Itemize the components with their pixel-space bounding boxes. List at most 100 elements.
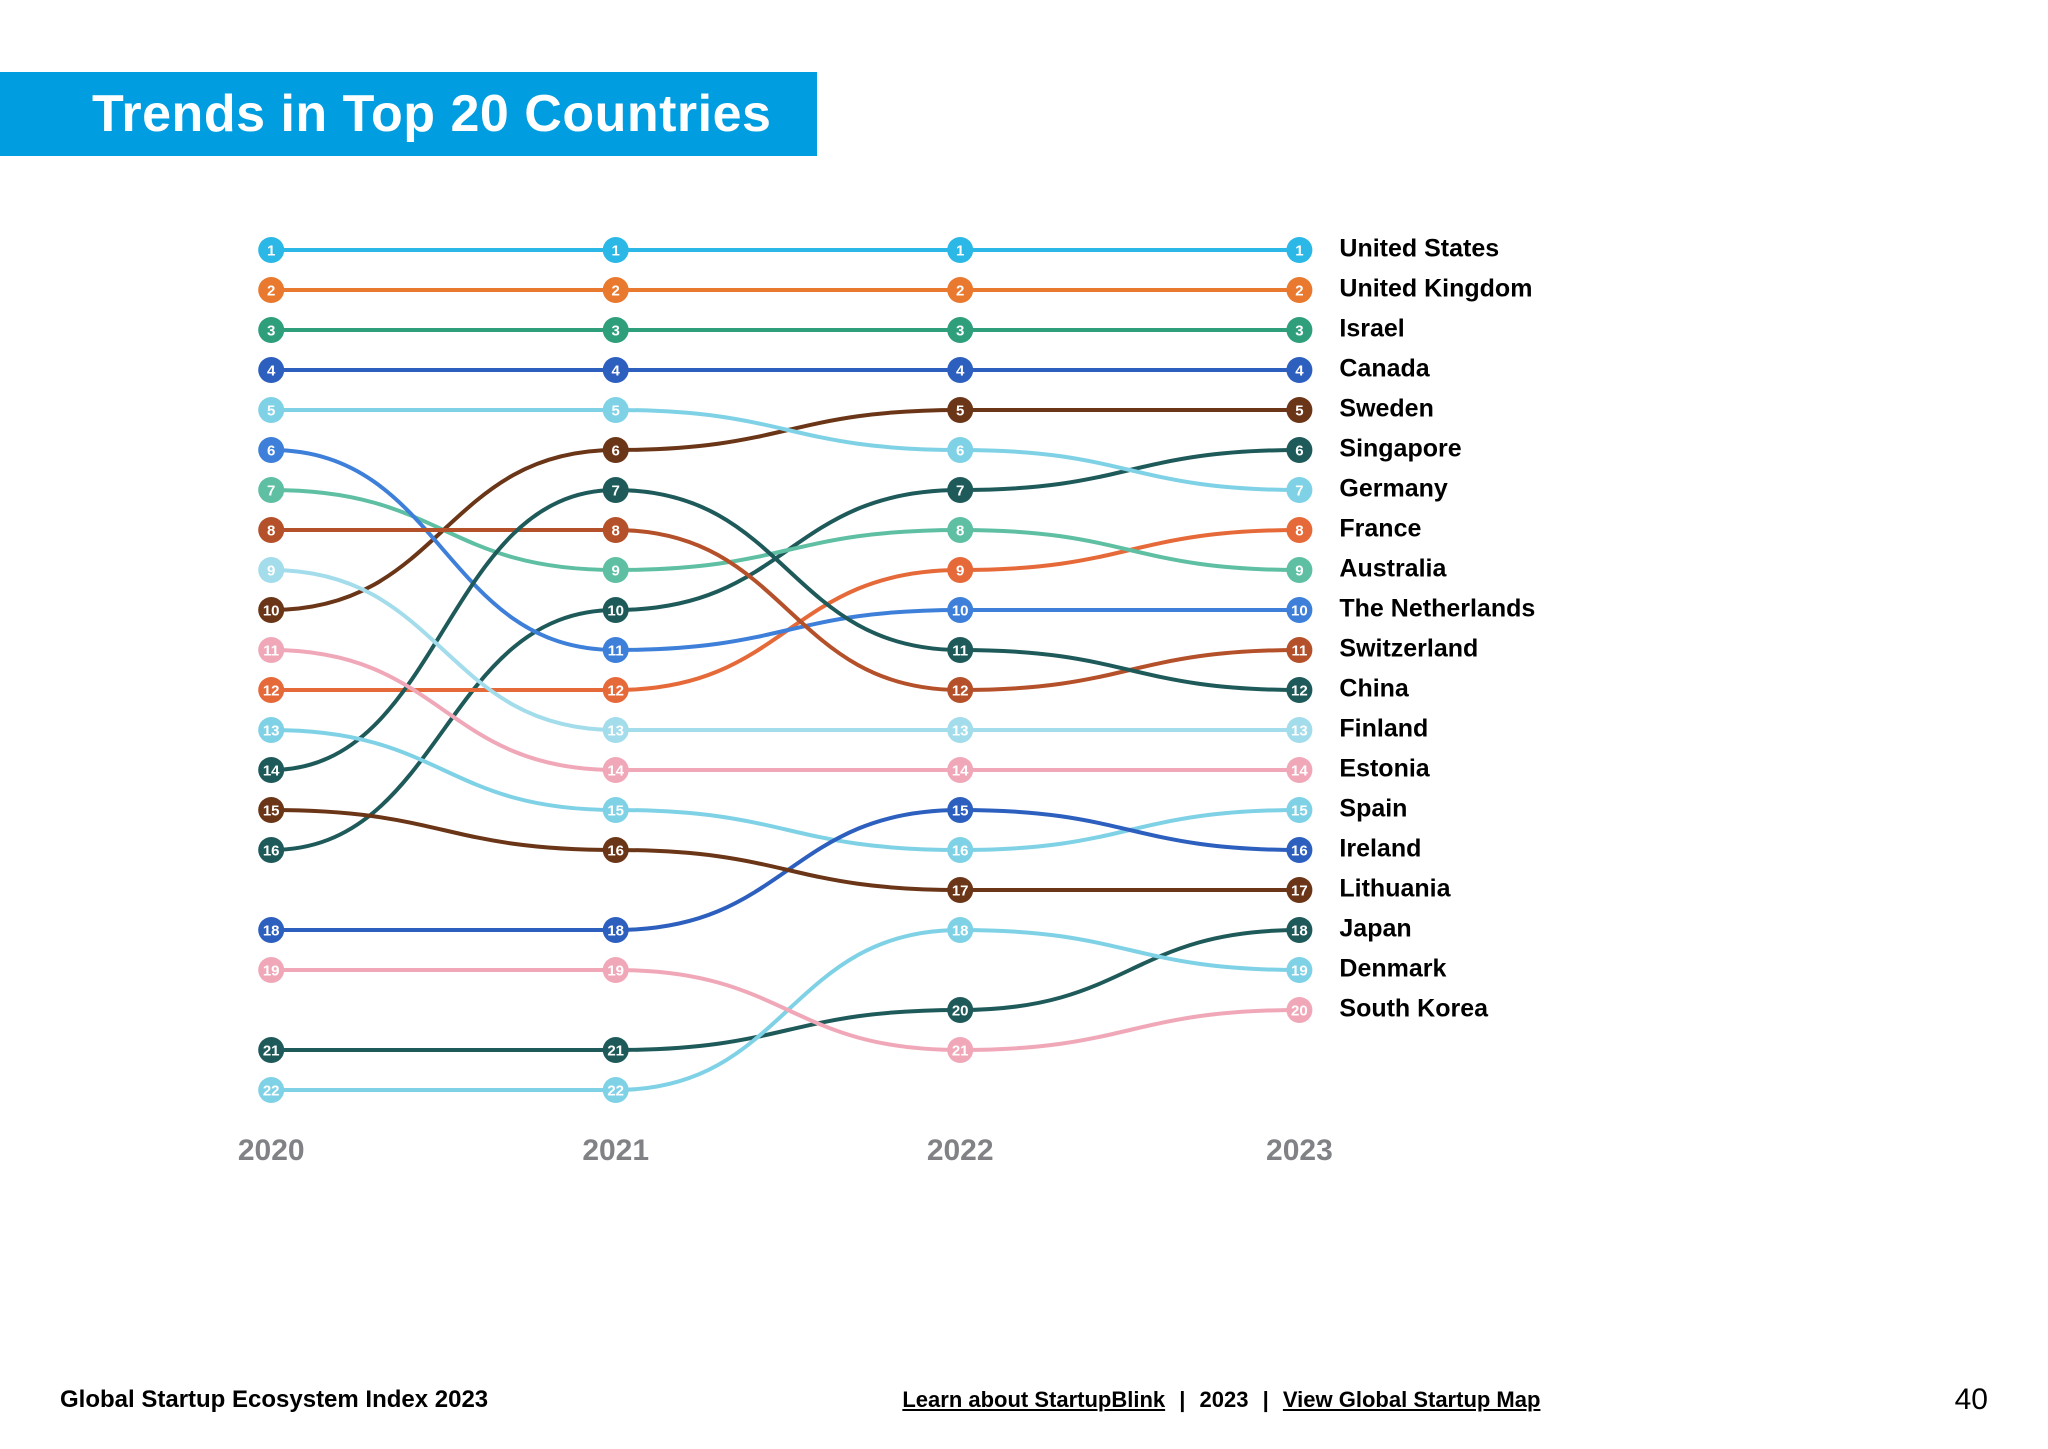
- rank-pill: 3: [947, 317, 973, 343]
- rank-pill: 3: [603, 317, 629, 343]
- svg-text:13: 13: [952, 723, 969, 740]
- svg-text:18: 18: [607, 923, 624, 940]
- rank-pill: 11: [1286, 637, 1312, 663]
- svg-text:6: 6: [612, 443, 620, 460]
- svg-text:14: 14: [263, 763, 280, 780]
- country-label: Sweden: [1339, 395, 1433, 423]
- rank-pill: 18: [1286, 917, 1312, 943]
- rank-pill: 18: [603, 917, 629, 943]
- page-title: Trends in Top 20 Countries: [92, 84, 771, 144]
- svg-text:11: 11: [952, 643, 968, 660]
- svg-text:3: 3: [267, 323, 275, 340]
- footer-link-map[interactable]: View Global Startup Map: [1283, 1387, 1541, 1412]
- country-label: Australia: [1339, 555, 1447, 583]
- svg-text:12: 12: [607, 683, 624, 700]
- rank-pill: 3: [1286, 317, 1312, 343]
- rank-pill: 16: [603, 837, 629, 863]
- rank-pill: 2: [603, 277, 629, 303]
- rank-pill: 1: [603, 237, 629, 263]
- rank-pill: 13: [947, 717, 973, 743]
- rank-pill: 6: [258, 437, 284, 463]
- svg-text:2: 2: [267, 283, 275, 300]
- rank-pill: 12: [603, 677, 629, 703]
- rank-pill: 5: [603, 397, 629, 423]
- rank-pill: 13: [258, 717, 284, 743]
- rank-pill: 12: [947, 677, 973, 703]
- country-label: Germany: [1339, 475, 1447, 503]
- svg-text:18: 18: [263, 923, 280, 940]
- rank-pill: 14: [603, 757, 629, 783]
- rank-pill: 13: [1286, 717, 1312, 743]
- svg-text:4: 4: [267, 363, 276, 380]
- country-label: Israel: [1339, 315, 1404, 343]
- svg-text:14: 14: [1291, 763, 1308, 780]
- rank-pill: 1: [1286, 237, 1312, 263]
- footer-link-learn[interactable]: Learn about StartupBlink: [902, 1387, 1165, 1412]
- svg-text:19: 19: [1291, 963, 1308, 980]
- rank-pill: 10: [603, 597, 629, 623]
- svg-text:1: 1: [956, 243, 964, 260]
- rank-pill: 22: [603, 1077, 629, 1103]
- svg-text:8: 8: [1295, 523, 1303, 540]
- svg-text:22: 22: [263, 1083, 280, 1100]
- svg-text:3: 3: [956, 323, 964, 340]
- rank-pill: 10: [258, 597, 284, 623]
- country-label: Ireland: [1339, 835, 1421, 863]
- rank-pill: 14: [947, 757, 973, 783]
- svg-text:2: 2: [1295, 283, 1303, 300]
- rank-pill: 19: [603, 957, 629, 983]
- rank-pill: 7: [603, 477, 629, 503]
- rank-pill: 5: [258, 397, 284, 423]
- svg-text:13: 13: [1291, 723, 1308, 740]
- svg-text:5: 5: [612, 403, 620, 420]
- series-line: [271, 930, 1299, 1050]
- rank-pill: 15: [603, 797, 629, 823]
- svg-text:15: 15: [263, 803, 280, 820]
- country-label: Switzerland: [1339, 635, 1478, 663]
- svg-text:9: 9: [612, 563, 620, 580]
- svg-text:7: 7: [612, 483, 620, 500]
- rank-pill: 5: [1286, 397, 1312, 423]
- series-line: [271, 450, 1299, 850]
- rank-pill: 22: [258, 1077, 284, 1103]
- series-line: [271, 810, 1299, 890]
- country-label: Spain: [1339, 795, 1407, 823]
- svg-text:15: 15: [607, 803, 624, 820]
- svg-text:21: 21: [952, 1043, 969, 1060]
- rank-pill: 12: [258, 677, 284, 703]
- svg-text:12: 12: [1291, 683, 1308, 700]
- svg-text:16: 16: [952, 843, 969, 860]
- svg-text:16: 16: [607, 843, 624, 860]
- svg-text:9: 9: [1295, 563, 1303, 580]
- svg-text:7: 7: [267, 483, 275, 500]
- rank-pill: 6: [947, 437, 973, 463]
- rank-pill: 17: [947, 877, 973, 903]
- rank-pill: 19: [1286, 957, 1312, 983]
- svg-text:11: 11: [263, 643, 279, 660]
- svg-text:11: 11: [1291, 643, 1307, 660]
- country-label: Japan: [1339, 915, 1411, 943]
- rank-pill: 18: [258, 917, 284, 943]
- rank-pill: 14: [258, 757, 284, 783]
- rank-pill: 16: [258, 837, 284, 863]
- svg-text:16: 16: [263, 843, 280, 860]
- rank-pill: 9: [947, 557, 973, 583]
- year-axis-label: 2021: [582, 1134, 649, 1167]
- rank-pill: 20: [1286, 997, 1312, 1023]
- rank-pill: 14: [1286, 757, 1312, 783]
- country-label: South Korea: [1339, 995, 1489, 1023]
- svg-text:12: 12: [952, 683, 969, 700]
- svg-text:20: 20: [1291, 1003, 1308, 1020]
- svg-text:2: 2: [956, 283, 964, 300]
- series-line: [271, 410, 1299, 610]
- svg-text:15: 15: [952, 803, 969, 820]
- year-axis-label: 2023: [1266, 1134, 1333, 1167]
- svg-text:1: 1: [612, 243, 620, 260]
- svg-text:11: 11: [608, 643, 624, 660]
- chart-svg: 1111222233334444106551610765567121298798…: [250, 230, 1610, 1150]
- rank-pill: 15: [258, 797, 284, 823]
- country-label: United Kingdom: [1339, 275, 1532, 303]
- footer-sep: |: [1179, 1387, 1185, 1412]
- footer-center: Learn about StartupBlink | 2023 | View G…: [902, 1387, 1540, 1413]
- svg-text:17: 17: [952, 883, 969, 900]
